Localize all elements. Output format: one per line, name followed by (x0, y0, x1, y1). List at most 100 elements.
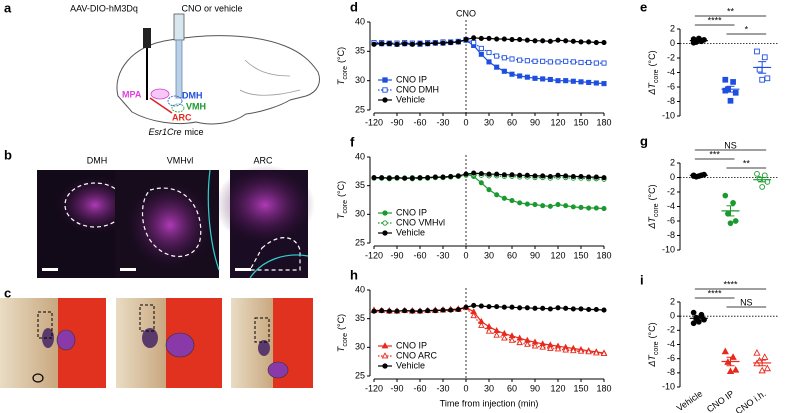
x-tick-label: -120 (365, 117, 383, 127)
data-point (754, 48, 760, 55)
y-tick-label: 35 (355, 180, 365, 190)
data-point (753, 348, 761, 356)
x-tick-label: -90 (390, 250, 403, 260)
data-point (570, 78, 576, 84)
data-point (371, 308, 377, 314)
data-point (440, 174, 446, 180)
y-tick-label: 40 (355, 284, 365, 294)
data-point (759, 184, 766, 190)
y-tick-label: -6 (667, 81, 675, 91)
data-point (386, 41, 392, 47)
x-tick-label: 30 (484, 117, 494, 127)
legend-label: Vehicle (396, 360, 425, 370)
y-tick-label: -10 (662, 110, 675, 120)
data-point (555, 172, 561, 178)
y-tick-label: 40 (355, 16, 365, 26)
data-point (532, 173, 538, 179)
data-point (593, 60, 599, 66)
data-point (524, 37, 530, 43)
data-point (509, 198, 515, 204)
data-point (593, 39, 599, 46)
data-point (425, 308, 431, 314)
data-point (532, 58, 538, 64)
data-point (471, 302, 477, 309)
data-point (601, 60, 607, 66)
data-point (524, 74, 530, 80)
data-point (758, 366, 766, 374)
data-point (517, 37, 523, 43)
x-tick-label: 180 (596, 250, 611, 260)
data-point (601, 206, 607, 212)
x-tick-label: CNO IP (705, 388, 736, 413)
y-tick-label: -2 (667, 186, 675, 196)
region-title: ARC (253, 155, 273, 165)
data-point (425, 41, 431, 47)
x-tick-label: -120 (365, 383, 383, 393)
legend-label: CNO IP (396, 74, 427, 84)
data-point (494, 36, 500, 42)
placement-image (116, 298, 222, 388)
data-point (563, 58, 569, 64)
x-tick-label: 150 (573, 250, 588, 260)
data-point (578, 173, 584, 180)
data-point (448, 39, 454, 46)
data-point (761, 54, 768, 61)
x-tick-label: -30 (436, 250, 449, 260)
y-tick-label: 2 (670, 23, 675, 33)
data-point (555, 37, 561, 43)
panel-label: g (640, 133, 648, 148)
x-tick-label: 0 (463, 383, 468, 393)
y-tick-label: 30 (355, 342, 365, 352)
x-tick-label: 90 (530, 383, 540, 393)
data-point (517, 200, 523, 206)
y-tick-label: -4 (667, 67, 675, 77)
x-tick-label: 180 (596, 383, 611, 393)
data-point (730, 79, 736, 85)
data-point (593, 80, 599, 86)
data-point (501, 195, 507, 201)
region-label: ARC (172, 112, 192, 122)
data-point (417, 175, 423, 181)
region-label: DMH (182, 90, 203, 100)
data-point (563, 203, 569, 209)
x-tick-label: -90 (390, 383, 403, 393)
data-point (448, 307, 454, 313)
y-label-subscript: core (653, 203, 660, 217)
data-point (690, 309, 697, 316)
y-tick-label: 30 (355, 75, 365, 85)
y-label-unit: (°C) (647, 184, 657, 200)
data-point (555, 59, 561, 65)
x-tick-label: -30 (436, 117, 449, 127)
y-label-unit: (°C) (647, 322, 657, 338)
data-point (478, 180, 484, 186)
x-tick-label: 0 (463, 117, 468, 127)
y-tick-label: -10 (662, 381, 675, 391)
data-point (578, 79, 584, 85)
drug-label: CNO or vehicle (181, 3, 242, 13)
panel-label: c (4, 285, 11, 300)
y-tick-label: 25 (355, 370, 365, 380)
data-point (586, 79, 592, 85)
data-point (379, 175, 385, 181)
legend-marker (382, 77, 388, 83)
cannula-holder (173, 13, 185, 41)
data-point (585, 348, 592, 355)
data-point (563, 305, 569, 311)
data-point (509, 56, 515, 62)
y-axis-label: ΔTcore (°C) (647, 322, 659, 367)
data-point (471, 35, 477, 41)
data-point (508, 336, 516, 343)
data-point (540, 305, 546, 311)
data-point (371, 41, 377, 47)
x-tick-label: 30 (484, 383, 494, 393)
data-point (547, 59, 553, 65)
data-point (578, 39, 584, 45)
data-point (570, 38, 576, 44)
data-point (555, 305, 561, 311)
data-point (563, 38, 569, 44)
data-point (540, 173, 546, 179)
data-point (402, 175, 408, 181)
data-point (516, 339, 523, 346)
data-point (485, 327, 493, 334)
x-tick-label: -90 (390, 117, 403, 127)
